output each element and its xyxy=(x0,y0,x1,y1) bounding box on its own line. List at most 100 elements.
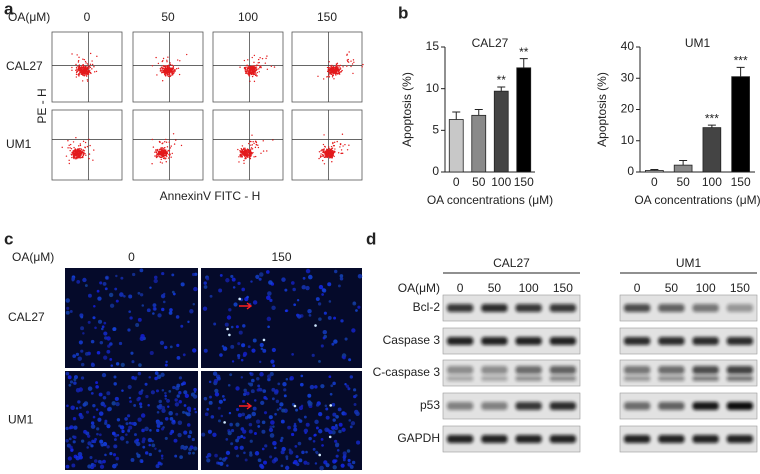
nucleus xyxy=(103,331,108,336)
event xyxy=(339,64,342,67)
event xyxy=(264,62,267,64)
event xyxy=(83,75,85,77)
event xyxy=(247,59,249,61)
nucleus xyxy=(193,390,197,394)
bar xyxy=(493,90,509,173)
nucleus xyxy=(113,438,117,441)
event xyxy=(327,66,330,69)
apoptotic-cell xyxy=(228,333,231,337)
event xyxy=(162,149,164,152)
event xyxy=(246,149,248,151)
event xyxy=(248,72,251,74)
nucleus xyxy=(180,324,184,328)
event xyxy=(84,152,86,155)
nucleus xyxy=(204,412,209,417)
nucleus xyxy=(138,363,142,367)
nucleus xyxy=(244,458,248,462)
nucleus xyxy=(221,345,225,348)
event xyxy=(75,71,78,74)
plot-frame xyxy=(291,31,363,103)
event xyxy=(318,151,321,153)
nucleus xyxy=(73,435,77,440)
nucleus xyxy=(356,440,361,445)
event xyxy=(339,71,341,73)
event xyxy=(337,65,339,67)
y-tick-label: 15 xyxy=(426,39,440,53)
nucleus xyxy=(342,355,346,360)
event xyxy=(164,150,167,153)
event xyxy=(169,153,171,155)
event xyxy=(169,63,172,66)
event xyxy=(251,56,253,59)
event xyxy=(255,69,257,72)
nucleus xyxy=(103,355,108,360)
y-tick-label: 20 xyxy=(621,102,635,116)
nucleus xyxy=(155,389,159,393)
nucleus xyxy=(320,384,325,389)
event xyxy=(167,64,170,67)
band xyxy=(658,366,685,374)
event xyxy=(323,163,326,165)
nucleus xyxy=(101,444,104,447)
event xyxy=(169,147,172,149)
event xyxy=(159,148,162,150)
event xyxy=(85,75,88,77)
event xyxy=(326,76,328,78)
event xyxy=(82,149,84,151)
nucleus xyxy=(241,412,246,417)
lane-label: 0 xyxy=(634,281,641,295)
event xyxy=(249,151,252,154)
nucleus xyxy=(127,384,132,390)
bar xyxy=(516,67,532,173)
nucleus xyxy=(165,360,168,364)
event xyxy=(174,68,176,71)
event xyxy=(166,61,168,63)
event xyxy=(320,150,322,152)
event xyxy=(83,65,85,68)
nucleus xyxy=(99,439,104,444)
nucleus xyxy=(72,354,77,358)
nucleus xyxy=(157,313,162,318)
nucleus xyxy=(255,274,260,279)
event xyxy=(75,63,77,66)
nucleus xyxy=(139,402,143,406)
event xyxy=(65,155,68,157)
event xyxy=(77,61,80,63)
event xyxy=(322,143,325,146)
lane-label: 100 xyxy=(696,281,716,295)
nucleus xyxy=(295,408,299,412)
nucleus xyxy=(161,405,166,410)
nucleus xyxy=(106,336,111,341)
nucleus xyxy=(92,316,96,320)
event xyxy=(165,157,167,159)
event xyxy=(85,62,87,64)
nucleus xyxy=(305,450,308,454)
nucleus xyxy=(87,464,92,469)
nucleus xyxy=(246,414,252,419)
nucleus xyxy=(123,294,126,298)
nucleus xyxy=(164,397,167,400)
nucleus xyxy=(193,407,197,411)
event xyxy=(78,145,80,147)
event xyxy=(179,60,181,62)
event xyxy=(243,159,245,162)
nucleus xyxy=(336,449,340,452)
nucleus xyxy=(231,277,236,282)
image-background xyxy=(201,268,362,368)
event xyxy=(328,69,330,72)
event xyxy=(335,66,338,69)
event xyxy=(348,144,350,146)
nucleus xyxy=(318,317,322,321)
nucleus xyxy=(209,395,212,399)
nucleus xyxy=(343,412,347,416)
nucleus xyxy=(234,445,239,450)
nucleus xyxy=(75,352,80,356)
band xyxy=(624,304,651,312)
nucleus xyxy=(313,434,316,437)
nucleus xyxy=(225,278,230,283)
event xyxy=(156,74,158,76)
blot-strip xyxy=(619,359,758,387)
group-label: UM1 xyxy=(676,256,702,270)
nucleus xyxy=(141,304,145,307)
nucleus xyxy=(125,422,129,426)
